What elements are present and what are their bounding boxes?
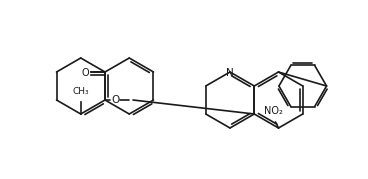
Text: CH₃: CH₃ [72, 87, 89, 96]
Text: O: O [111, 95, 119, 105]
Text: NO₂: NO₂ [264, 106, 283, 116]
Text: O: O [81, 68, 89, 78]
Text: N: N [226, 68, 234, 78]
